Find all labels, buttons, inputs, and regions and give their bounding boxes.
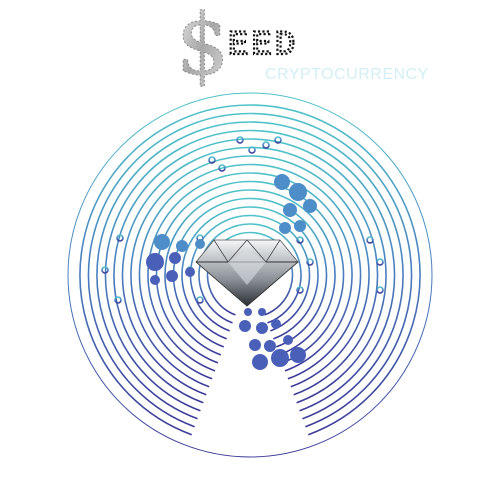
ring xyxy=(147,172,353,372)
circuit xyxy=(101,136,384,455)
pin xyxy=(101,266,109,274)
pin xyxy=(114,296,122,304)
pin xyxy=(306,258,314,266)
ring xyxy=(189,214,311,332)
dot xyxy=(256,322,268,334)
dot xyxy=(249,339,261,351)
ring xyxy=(155,180,345,364)
pin xyxy=(248,146,256,154)
ring xyxy=(87,112,413,428)
dot xyxy=(274,174,290,190)
brand-name: EED xyxy=(228,27,298,65)
dot xyxy=(279,222,291,234)
dot xyxy=(252,354,268,370)
ring xyxy=(138,163,362,380)
pin xyxy=(376,286,384,294)
pin xyxy=(274,136,282,144)
ring xyxy=(130,155,370,388)
symbol: $ xyxy=(176,0,229,94)
pin xyxy=(116,234,124,242)
diamond xyxy=(195,239,299,307)
ring xyxy=(164,189,336,356)
ring xyxy=(198,223,302,324)
dot xyxy=(185,267,195,277)
dot xyxy=(146,253,164,271)
dot xyxy=(239,320,251,332)
dot xyxy=(283,335,293,345)
tagline: CRYPTOCURRENCY xyxy=(265,66,429,83)
pin xyxy=(366,236,374,244)
dot xyxy=(244,308,252,316)
pin xyxy=(208,156,216,164)
ring xyxy=(104,129,396,412)
pin xyxy=(196,296,204,304)
dot xyxy=(154,234,170,250)
ring xyxy=(172,197,328,348)
ring xyxy=(113,138,387,404)
outer-ring xyxy=(67,92,433,458)
rings xyxy=(67,92,433,458)
dot xyxy=(169,252,181,264)
dot xyxy=(271,319,281,329)
dot xyxy=(258,308,266,316)
ring xyxy=(79,104,421,436)
dot xyxy=(303,199,317,213)
dot xyxy=(195,239,205,249)
dot xyxy=(271,349,289,367)
pin xyxy=(296,236,304,244)
dot xyxy=(264,340,276,352)
dot xyxy=(150,275,160,285)
ring xyxy=(181,206,319,340)
dot xyxy=(176,240,188,252)
pin xyxy=(262,141,270,149)
pin xyxy=(296,286,304,294)
dot xyxy=(166,270,178,282)
dot xyxy=(290,347,306,363)
pin xyxy=(376,258,384,266)
dot xyxy=(294,220,306,232)
ring xyxy=(96,121,404,420)
dot xyxy=(289,183,307,201)
pin xyxy=(218,164,226,172)
pin xyxy=(236,136,244,144)
dots xyxy=(146,174,317,370)
ring xyxy=(206,231,294,316)
dot xyxy=(283,203,297,217)
